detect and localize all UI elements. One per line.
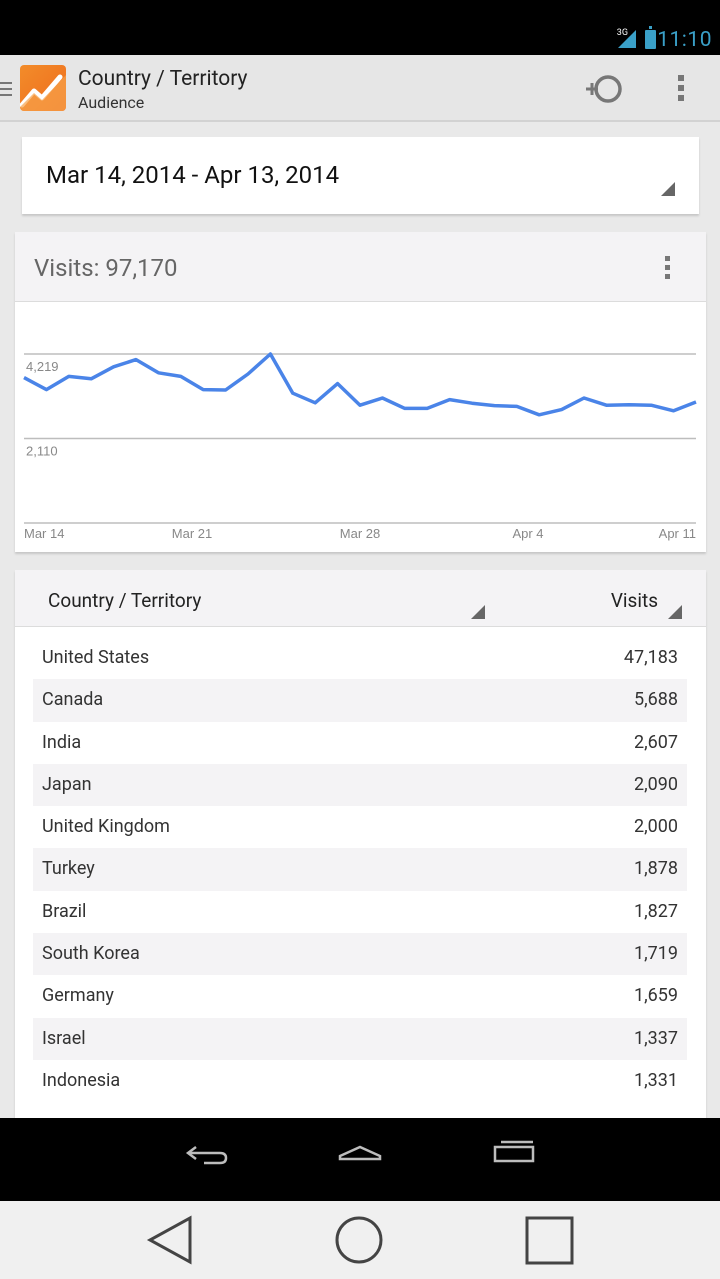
add-segment-icon[interactable] [584,73,626,105]
page-subtitle: Audience [78,93,145,112]
row-country: United Kingdom [42,816,170,838]
circle-home-icon[interactable] [335,1216,383,1264]
row-visits: 1,659 [633,985,678,1007]
row-visits: 1,827 [633,900,678,922]
x-tick-label: Apr 4 [512,526,543,541]
row-visits: 1,331 [633,1069,678,1091]
table-row[interactable]: South Korea 1,719 [33,933,687,976]
row-visits: 1,878 [633,858,678,880]
page-title: Country / Territory [78,67,248,91]
square-recents-icon[interactable] [525,1216,574,1265]
row-visits: 2,090 [633,773,678,795]
chart-overflow-icon[interactable] [663,256,671,282]
recents-icon[interactable] [493,1140,535,1163]
chart-card: Visits: 97,170 4,219 2,110 Mar 14 Mar 21 Mar… [15,232,706,552]
row-country: India [42,731,82,753]
x-tick-label: Mar 28 [340,526,380,541]
dropdown-corner-icon [661,182,675,196]
analytics-logo-icon[interactable] [20,65,66,111]
visits-series-line [23,352,697,417]
date-range-text: Mar 14, 2014 - Apr 13, 2014 [46,161,340,189]
table-row[interactable]: United States 47,183 [33,637,687,679]
status-bar: 3G 11:10 [0,0,720,55]
row-visits: 1,719 [633,943,678,965]
action-bar: Country / Territory Audience [0,55,720,122]
row-country: Germany [42,985,114,1007]
table-row[interactable]: Brazil 1,827 [33,891,687,933]
y-tick-label: 2,110 [26,443,58,458]
row-country: Japan [42,773,92,795]
row-country: United States [42,647,150,668]
row-visits: 47,183 [623,647,678,668]
navigation-bar [0,1118,720,1201]
metric-dropdown-icon[interactable] [668,605,682,619]
menu-drawer-icon[interactable] [0,82,12,96]
table-card: Country / Territory Visits United States… [15,570,706,1130]
row-visits: 2,000 [633,816,678,838]
signal-icon [618,30,636,48]
row-country: Israel [42,1027,86,1049]
table-row[interactable]: Japan 2,090 [33,763,687,807]
table-rows: United States 47,183 Canada 5,688 India 2,607… [33,637,687,1102]
row-visits: 5,688 [633,689,678,711]
y-tick-label: 4,219 [26,359,59,374]
table-row[interactable]: Canada 5,688 [33,679,687,722]
x-tick-label: Mar 14 [24,526,64,541]
status-time: 11:10 [657,28,712,52]
back-icon[interactable] [185,1146,228,1165]
column-header-country[interactable]: Country / Territory [48,589,202,612]
visits-line-chart: 4,219 2,110 Mar 14 Mar 21 Mar 28 Apr 4 Apr 11 [23,352,697,541]
table-row[interactable]: Indonesia 1,331 [33,1060,687,1102]
row-country: Turkey [42,858,95,880]
row-country: South Korea [42,943,140,965]
system-navigation-bar [0,1201,720,1279]
battery-icon [645,26,656,49]
date-range-picker[interactable]: Mar 14, 2014 - Apr 13, 2014 [22,137,699,214]
chart-title: Visits: 97,170 [34,254,178,282]
table-row[interactable]: Turkey 1,878 [33,848,687,891]
row-visits: 2,607 [633,731,678,753]
table-row[interactable]: Germany 1,659 [33,975,687,1017]
table-row[interactable]: Israel 1,337 [33,1017,687,1060]
table-header: Country / Territory Visits [15,570,706,627]
row-country: Indonesia [42,1069,121,1091]
row-visits: 1,337 [633,1027,678,1049]
x-tick-label: Mar 21 [172,526,212,541]
chart-header: Visits: 97,170 [15,232,706,302]
triangle-back-icon[interactable] [146,1215,192,1265]
row-country: Brazil [42,900,87,922]
home-icon[interactable] [338,1145,382,1161]
overflow-menu-icon[interactable] [674,75,688,103]
table-row[interactable]: United Kingdom 2,000 [33,806,687,848]
row-country: Canada [42,689,104,711]
x-tick-label: Apr 11 [659,526,696,541]
table-row[interactable]: India 2,607 [33,722,687,764]
dimension-dropdown-icon[interactable] [471,605,485,619]
column-header-visits[interactable]: Visits [610,589,658,612]
